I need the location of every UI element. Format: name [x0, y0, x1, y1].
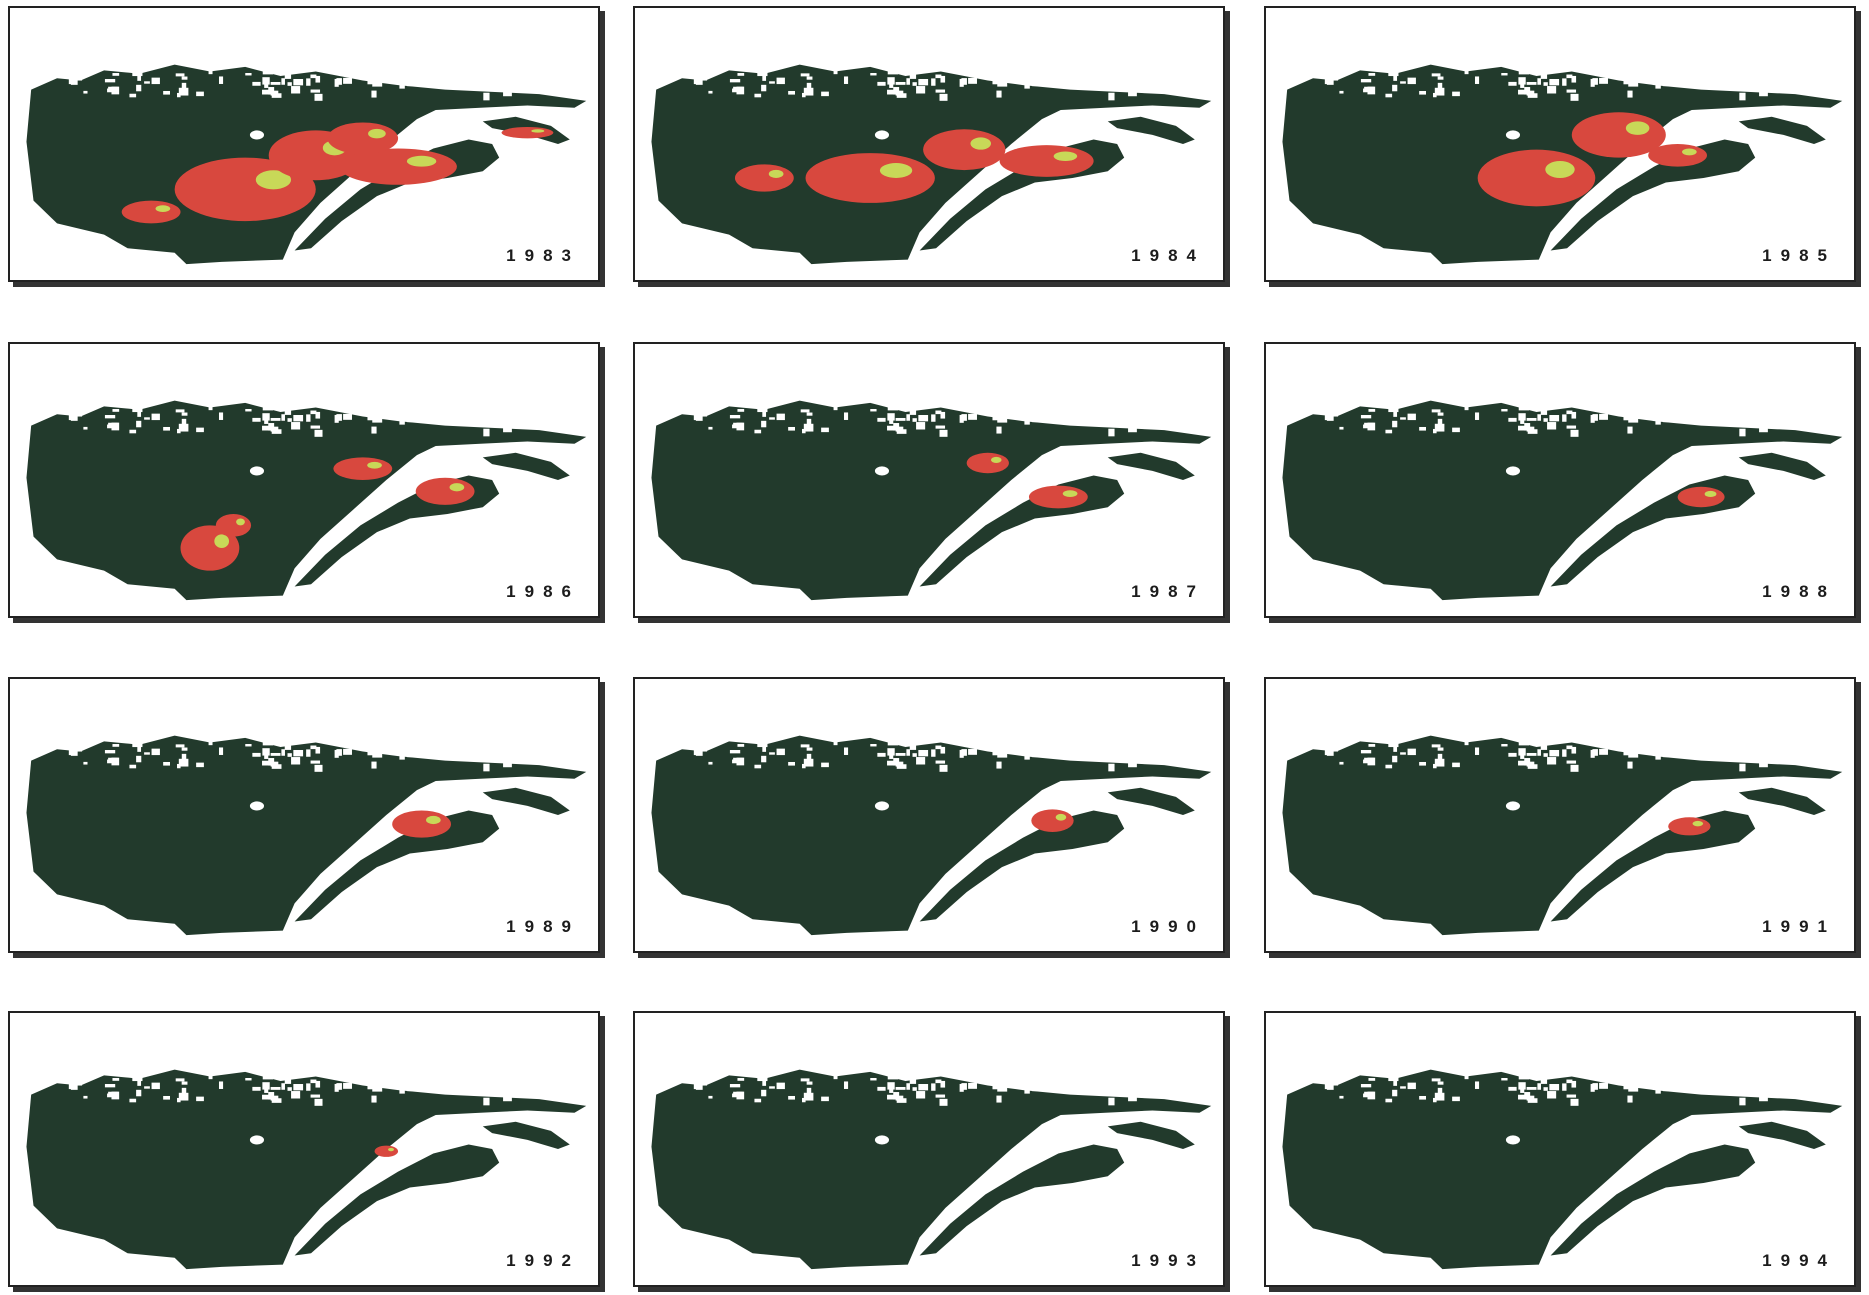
map-panel: 1983: [8, 6, 600, 282]
map-panel: 1984: [633, 6, 1225, 282]
year-label: 1991: [1762, 917, 1836, 937]
map-panel: 1985: [1264, 6, 1856, 282]
map: [635, 1013, 1223, 1285]
map: [10, 1013, 598, 1285]
map-panel: 1993: [633, 1011, 1225, 1287]
year-label: 1984: [1131, 246, 1205, 266]
map: [1266, 8, 1854, 280]
map: [10, 344, 598, 616]
map-panel: 1991: [1264, 677, 1856, 953]
map: [635, 679, 1223, 951]
map: [1266, 344, 1854, 616]
map-panel: 1992: [8, 1011, 600, 1287]
year-label: 1994: [1762, 1251, 1836, 1271]
year-label: 1993: [1131, 1251, 1205, 1271]
map-panel: 1990: [633, 677, 1225, 953]
map: [1266, 679, 1854, 951]
map: [10, 679, 598, 951]
year-label: 1983: [506, 246, 580, 266]
year-label: 1989: [506, 917, 580, 937]
year-label: 1987: [1131, 582, 1205, 602]
year-label: 1986: [506, 582, 580, 602]
map-panel: 1987: [633, 342, 1225, 618]
map-panel: 1988: [1264, 342, 1856, 618]
map: [1266, 1013, 1854, 1285]
year-label: 1988: [1762, 582, 1836, 602]
year-label: 1990: [1131, 917, 1205, 937]
map: [635, 8, 1223, 280]
map: [10, 8, 598, 280]
year-label: 1985: [1762, 246, 1836, 266]
map-panel: 1994: [1264, 1011, 1856, 1287]
map-panel: 1989: [8, 677, 600, 953]
map: [635, 344, 1223, 616]
map-grid: 1983 1984 1985 1986 1987 1988 1989 1990 1991 1992…: [0, 0, 1869, 1295]
year-label: 1992: [506, 1251, 580, 1271]
map-panel: 1986: [8, 342, 600, 618]
